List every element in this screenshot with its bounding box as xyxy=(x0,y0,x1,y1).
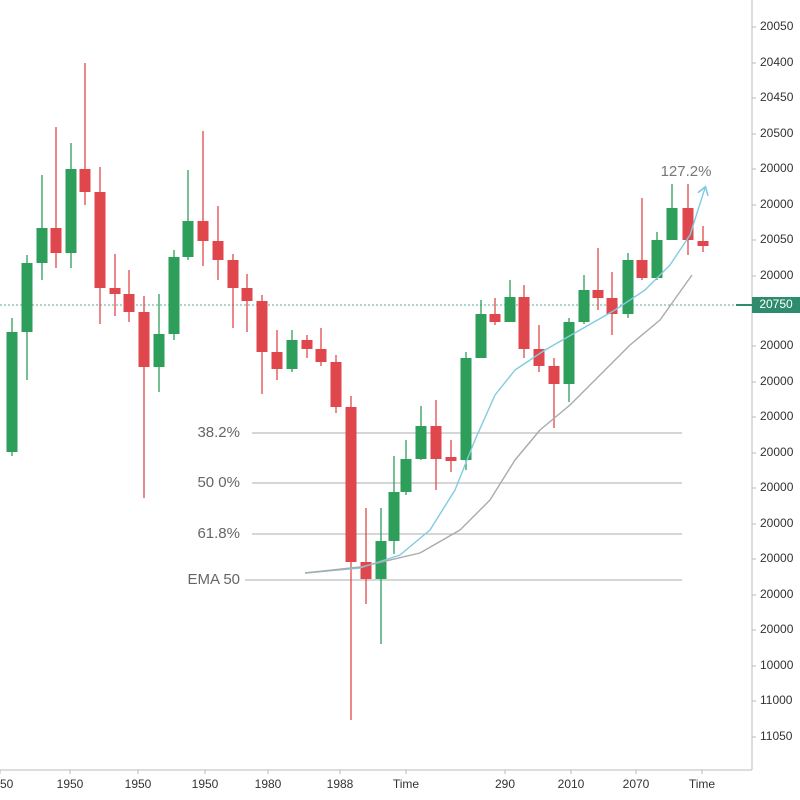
candle-body xyxy=(123,294,135,312)
candle-body xyxy=(592,290,604,298)
candle-body xyxy=(153,334,165,367)
candle-body xyxy=(636,260,648,278)
candle-body xyxy=(109,288,121,294)
candle-body xyxy=(50,228,62,253)
y-tick-label: 20000 xyxy=(760,161,794,175)
candle-body xyxy=(697,241,709,246)
candle-body xyxy=(6,332,18,452)
y-tick-label: 20000 xyxy=(760,268,794,282)
candle-body xyxy=(94,192,106,288)
candle-body xyxy=(271,352,283,369)
y-tick-label: 20000 xyxy=(760,197,794,211)
x-tick-label: 2010 xyxy=(558,777,585,791)
x-tick-label: 1950 xyxy=(0,777,14,791)
x-tick-label: 1950 xyxy=(125,777,152,791)
candle-body xyxy=(21,263,33,332)
candle-body xyxy=(360,562,372,579)
candle-body xyxy=(286,340,298,369)
price-label: 20750 xyxy=(759,297,793,311)
y-tick-label: 20000 xyxy=(760,587,794,601)
candle-body xyxy=(256,301,268,352)
candle-body xyxy=(548,366,560,384)
candle-body xyxy=(212,241,224,260)
candle-body xyxy=(504,297,516,322)
y-tick-label: 11050 xyxy=(760,729,793,743)
indicator-line xyxy=(304,274,693,574)
candle-body xyxy=(682,208,694,240)
candle-body xyxy=(36,228,48,263)
candle-body xyxy=(315,349,327,362)
candle-body xyxy=(430,426,442,459)
annotation: 127.2% xyxy=(661,163,712,180)
candle-body xyxy=(606,298,618,314)
y-tick-label: 20050 xyxy=(760,19,794,33)
candle-body xyxy=(301,340,313,349)
indicator-line xyxy=(304,188,705,574)
level-label: EMA 50 xyxy=(187,571,240,588)
candle-body xyxy=(197,221,209,241)
y-tick-label: 20450 xyxy=(760,90,794,104)
y-tick-label: 10000 xyxy=(760,658,794,672)
level-label: 61.8% xyxy=(197,525,240,542)
candle-body xyxy=(651,240,663,278)
candle-body xyxy=(182,221,194,257)
y-tick-label: 20500 xyxy=(760,126,794,140)
x-tick-label: 1988 xyxy=(327,777,354,791)
y-tick-label: 20000 xyxy=(760,551,794,565)
y-tick-label: 20000 xyxy=(760,374,794,388)
candle-body xyxy=(345,407,357,562)
candle-body xyxy=(622,260,634,314)
candle-body xyxy=(415,426,427,459)
y-tick-label: 20000 xyxy=(760,516,794,530)
candle-body xyxy=(330,362,342,407)
y-tick-label: 20000 xyxy=(760,409,794,423)
candle-body xyxy=(489,314,501,322)
candle-body xyxy=(445,457,457,461)
candle-body xyxy=(388,492,400,541)
x-tick-label: 2070 xyxy=(623,777,650,791)
y-tick-label: 20000 xyxy=(760,445,794,459)
y-tick-label: 20000 xyxy=(760,622,794,636)
candle-body xyxy=(518,297,530,349)
x-tick-label: Time xyxy=(393,777,420,791)
y-tick-label: 20400 xyxy=(760,55,794,69)
x-tick-label: 1980 xyxy=(255,777,282,791)
candle-body xyxy=(400,459,412,492)
x-tick-label: 1950 xyxy=(57,777,84,791)
x-tick-label: 290 xyxy=(495,777,515,791)
candle-body xyxy=(563,322,575,384)
y-tick-label: 11000 xyxy=(760,693,793,707)
x-tick-label: Time xyxy=(689,777,716,791)
candle-body xyxy=(533,349,545,366)
y-tick-label: 20000 xyxy=(760,480,794,494)
candle-body xyxy=(241,288,253,301)
y-tick-label: 20000 xyxy=(760,338,794,352)
candle-body xyxy=(666,208,678,240)
candle-body xyxy=(168,257,180,334)
candle-body xyxy=(460,358,472,460)
candle-body xyxy=(227,260,239,288)
candle-body xyxy=(79,169,91,192)
candle-body xyxy=(138,312,150,367)
candle-body xyxy=(375,541,387,579)
level-label: 38.2% xyxy=(197,424,240,441)
candle-body xyxy=(475,314,487,358)
y-tick-label: 20050 xyxy=(760,232,794,246)
candle-body xyxy=(578,290,590,322)
candle-body xyxy=(65,169,77,253)
price-badge xyxy=(752,297,800,313)
x-tick-label: 1950 xyxy=(192,777,219,791)
level-label: 50 0% xyxy=(197,474,240,491)
